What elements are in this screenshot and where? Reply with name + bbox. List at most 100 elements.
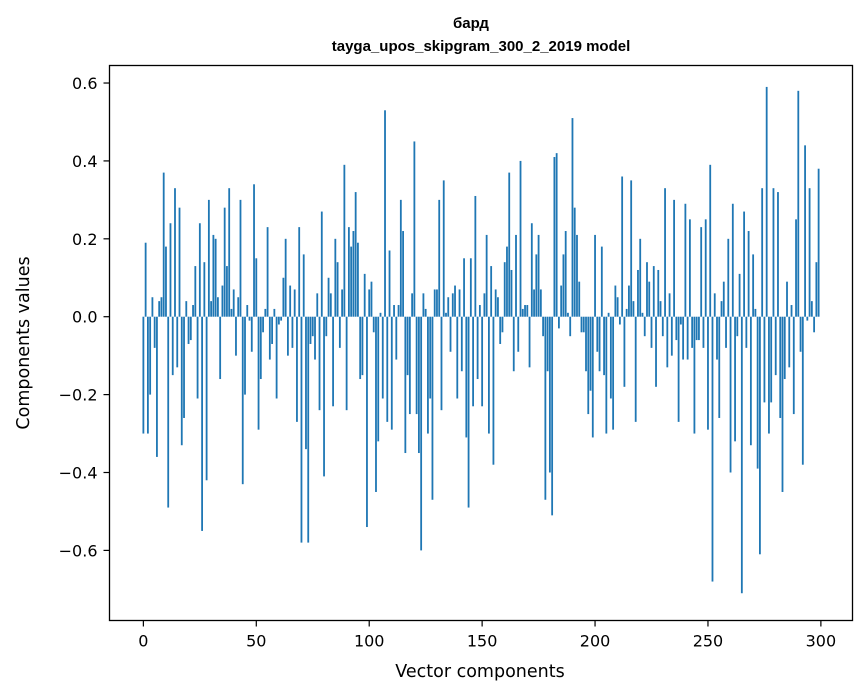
- bar-268: [747, 231, 750, 317]
- bar-166: [517, 316, 520, 352]
- bar-103: [375, 316, 377, 492]
- bar-64: [287, 316, 289, 356]
- bar-74: [309, 316, 312, 344]
- bar-267: [745, 316, 748, 348]
- bar-113: [397, 305, 400, 317]
- bar-97: [361, 316, 364, 376]
- bar-227: [655, 316, 657, 387]
- bar-16: [178, 207, 181, 317]
- bar-186: [562, 254, 565, 317]
- bar-7: [158, 301, 161, 317]
- bar-105: [379, 312, 382, 317]
- bar-210: [616, 297, 619, 317]
- bar-161: [506, 246, 508, 317]
- bar-34: [219, 316, 222, 380]
- bar-128: [431, 316, 434, 500]
- bar-19: [185, 301, 188, 317]
- bar-182: [553, 157, 556, 317]
- bar-25: [198, 223, 201, 317]
- bar-117: [406, 316, 409, 376]
- bar-209: [614, 285, 617, 317]
- bar-281: [777, 192, 779, 317]
- bar-138: [454, 285, 456, 317]
- bar-243: [691, 316, 694, 348]
- bar-266: [743, 211, 746, 317]
- bar-212: [621, 176, 624, 317]
- bar-39: [230, 308, 233, 317]
- bar-145: [469, 258, 472, 317]
- bar-60: [277, 316, 280, 325]
- bar-73: [307, 316, 310, 543]
- bar-98: [363, 273, 366, 317]
- bar-1: [144, 242, 147, 317]
- bar-196: [585, 316, 587, 372]
- x-axis-label: Vector components: [395, 662, 564, 682]
- bar-61: [280, 316, 283, 321]
- bar-157: [497, 297, 499, 317]
- bar-86: [336, 262, 339, 317]
- bar-239: [682, 316, 685, 360]
- bar-173: [533, 289, 535, 317]
- bar-170: [526, 305, 529, 317]
- bar-130: [436, 289, 438, 317]
- bar-241: [686, 316, 689, 360]
- bar-106: [381, 316, 384, 399]
- bar-165: [515, 234, 517, 317]
- bar-240: [684, 203, 687, 317]
- bar-72: [305, 316, 307, 450]
- bar-32: [214, 238, 217, 317]
- bar-272: [756, 316, 759, 469]
- bar-136: [449, 316, 452, 352]
- bar-291: [799, 316, 802, 352]
- bar-175: [537, 234, 540, 317]
- bar-53: [262, 316, 264, 333]
- bar-79: [320, 211, 323, 317]
- bar-119: [411, 293, 414, 317]
- bar-259: [727, 238, 730, 317]
- bar-137: [451, 293, 454, 317]
- bar-221: [641, 312, 644, 317]
- bar-114: [399, 199, 402, 317]
- bar-190: [571, 118, 574, 317]
- bar-100: [368, 289, 371, 317]
- bar-127: [429, 316, 432, 399]
- bar-140: [458, 289, 461, 317]
- bar-150: [481, 316, 484, 407]
- bar-293: [804, 145, 806, 317]
- bar-264: [738, 273, 741, 317]
- bar-273: [759, 316, 761, 555]
- bar-81: [325, 316, 328, 337]
- bar-96: [359, 316, 362, 380]
- bar-191: [573, 207, 576, 317]
- bar-163: [510, 269, 513, 317]
- bar-33: [216, 297, 219, 317]
- bar-75: [311, 316, 314, 337]
- bar-44: [241, 316, 244, 485]
- bar-292: [801, 316, 804, 465]
- bar-216: [630, 180, 633, 317]
- bar-147: [474, 195, 477, 317]
- bar-218: [634, 316, 637, 422]
- bar-271: [754, 308, 757, 317]
- bar-184: [558, 316, 560, 329]
- bar-68: [296, 316, 298, 422]
- bar-219: [637, 269, 639, 317]
- y-axis-label: Components values: [14, 256, 34, 429]
- bar-229: [659, 301, 662, 317]
- bar-232: [666, 316, 669, 368]
- bar-31: [212, 234, 215, 317]
- bar-213: [623, 316, 626, 387]
- bar-38: [228, 188, 231, 317]
- bar-154: [490, 266, 493, 317]
- bar-36: [223, 207, 226, 317]
- x-tick-label: 300: [806, 632, 837, 651]
- x-tick-label: 100: [354, 632, 385, 651]
- bar-46: [246, 305, 249, 317]
- bar-149: [478, 305, 481, 317]
- bar-283: [781, 316, 784, 492]
- bar-296: [810, 301, 813, 317]
- bar-183: [555, 153, 558, 317]
- bar-101: [370, 281, 373, 317]
- bar-247: [700, 227, 703, 317]
- bar-148: [476, 316, 479, 380]
